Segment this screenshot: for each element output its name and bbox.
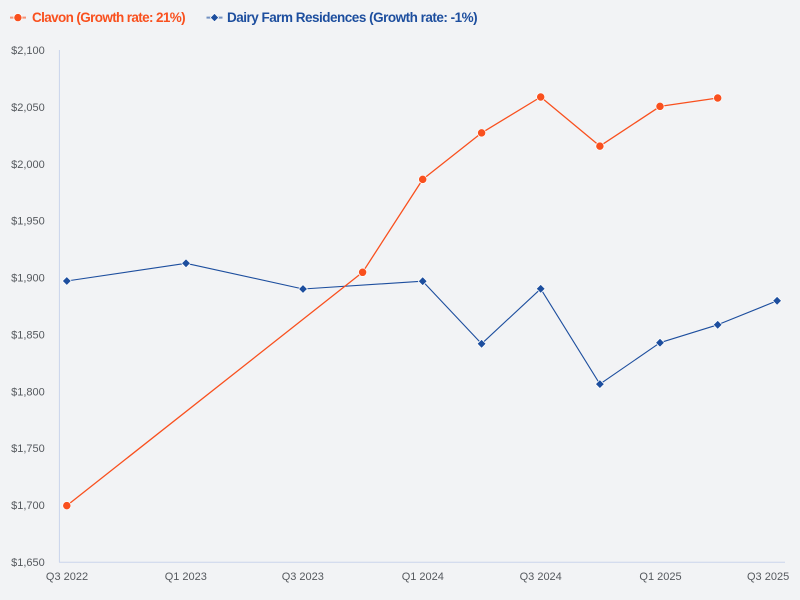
svg-text:Q3 2022: Q3 2022 — [46, 571, 88, 583]
svg-text:$2,050: $2,050 — [11, 102, 45, 114]
svg-text:$1,950: $1,950 — [11, 216, 45, 228]
svg-text:$2,000: $2,000 — [11, 159, 45, 171]
svg-text:Clavon (Growth rate: 21%): Clavon (Growth rate: 21%) — [32, 10, 185, 25]
svg-text:Q1 2025: Q1 2025 — [639, 571, 681, 583]
svg-text:$2,100: $2,100 — [11, 45, 45, 57]
svg-text:$1,700: $1,700 — [11, 500, 45, 512]
svg-text:$1,850: $1,850 — [11, 329, 45, 341]
svg-text:Dairy Farm Residences (Growth: Dairy Farm Residences (Growth rate: -1%) — [227, 10, 477, 25]
svg-text:$1,900: $1,900 — [11, 273, 45, 285]
svg-text:Q1 2024: Q1 2024 — [402, 571, 444, 583]
svg-text:Q3 2023: Q3 2023 — [282, 571, 324, 583]
svg-text:Q1 2023: Q1 2023 — [165, 571, 207, 583]
svg-text:$1,650: $1,650 — [11, 557, 45, 569]
svg-text:Q3 2024: Q3 2024 — [520, 571, 562, 583]
svg-text:Q3 2025: Q3 2025 — [747, 571, 789, 583]
svg-text:$1,800: $1,800 — [11, 386, 45, 398]
svg-text:$1,750: $1,750 — [11, 443, 45, 455]
